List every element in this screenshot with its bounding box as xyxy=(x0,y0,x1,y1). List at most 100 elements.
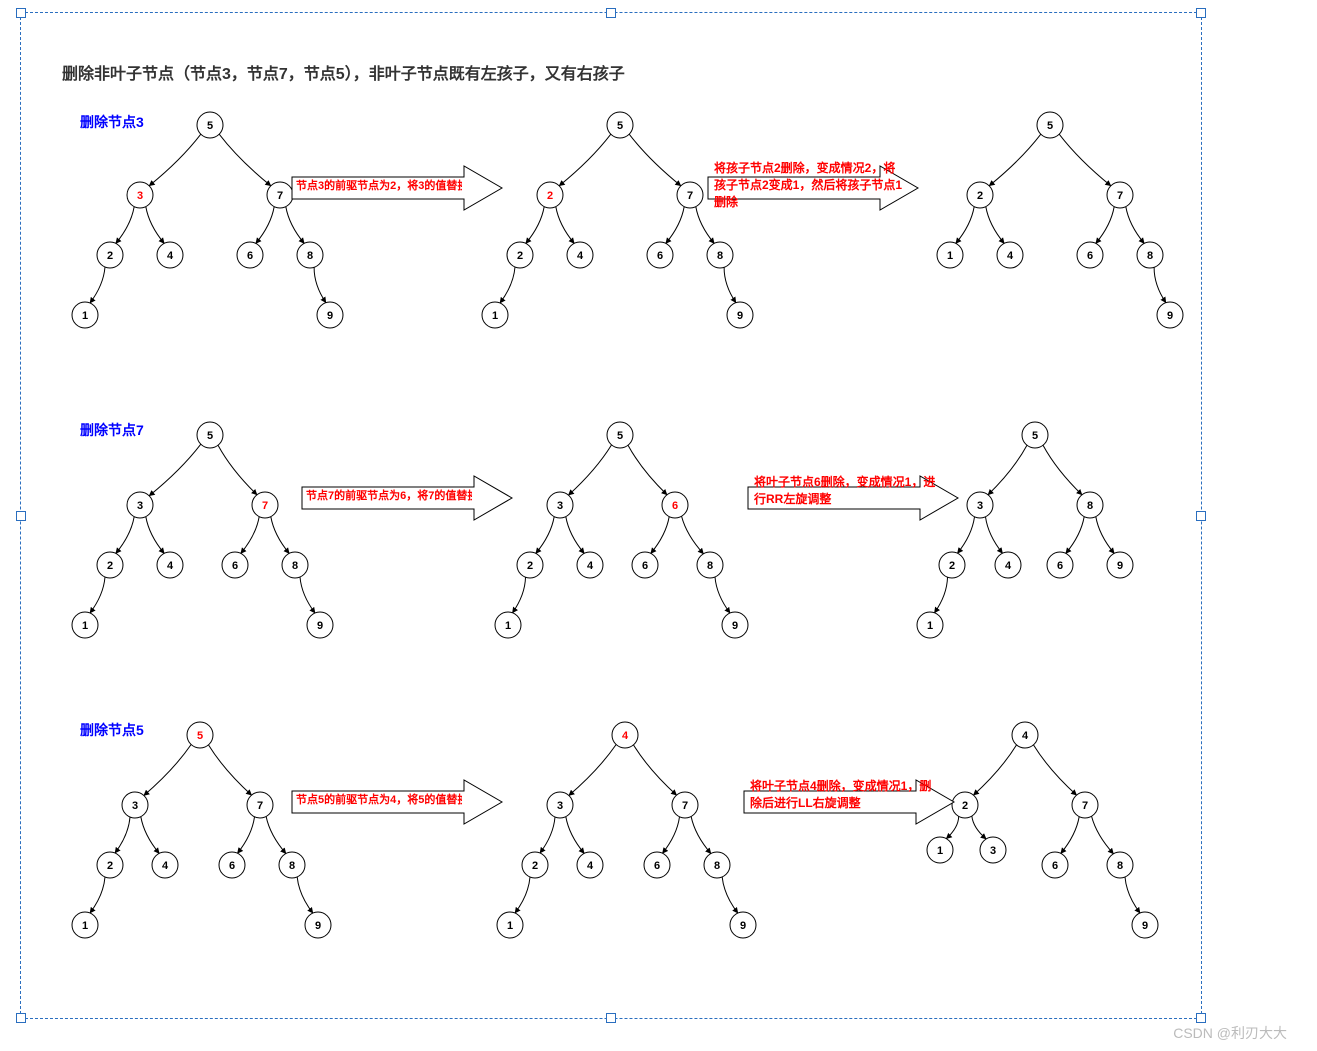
tree-node-label: 2 xyxy=(547,190,553,202)
tree-node-label: 9 xyxy=(317,620,323,632)
step-note: 节点5的前驱节点为4，将5的值替换为4 xyxy=(296,793,462,808)
diagram-canvas: 删除非叶子节点（节点3，节点7，节点5），非叶子节点既有左孩子，又有右孩子 CS… xyxy=(0,0,1317,1051)
tree-node-label: 6 xyxy=(672,500,678,512)
tree-node-label: 4 xyxy=(1005,560,1012,572)
tree-node-label: 1 xyxy=(947,250,953,262)
tree-node-label: 3 xyxy=(557,500,563,512)
tree-node-label: 6 xyxy=(1052,860,1058,872)
watermark: CSDN @利刃大大 xyxy=(1173,1023,1287,1043)
tree-node-label: 7 xyxy=(687,190,693,202)
resize-handle[interactable] xyxy=(606,1013,616,1023)
tree-node-label: 6 xyxy=(654,860,660,872)
tree-node-label: 3 xyxy=(137,500,143,512)
tree-node-label: 3 xyxy=(137,190,143,202)
tree-node-label: 8 xyxy=(307,250,313,262)
tree-node-label: 6 xyxy=(232,560,238,572)
tree-node-label: 5 xyxy=(207,120,213,132)
tree-node-label: 2 xyxy=(527,560,533,572)
tree-node-label: 7 xyxy=(1117,190,1123,202)
tree-node-label: 7 xyxy=(1082,800,1088,812)
tree-node-label: 4 xyxy=(587,860,594,872)
step-note: 将叶子节点6删除，变成情况1，进行RR左旋调整 xyxy=(754,474,944,508)
tree-node-label: 2 xyxy=(517,250,523,262)
tree-node-label: 9 xyxy=(737,310,743,322)
resize-handle[interactable] xyxy=(16,511,26,521)
tree-diagram: 5 3 6 2 4 6 8 1 9 xyxy=(490,420,790,660)
tree-node-label: 6 xyxy=(229,860,235,872)
page-title: 删除非叶子节点（节点3，节点7，节点5），非叶子节点既有左孩子，又有右孩子 xyxy=(62,60,625,84)
tree-node-label: 3 xyxy=(977,500,983,512)
resize-handle[interactable] xyxy=(16,1013,26,1023)
resize-handle[interactable] xyxy=(1196,1013,1206,1023)
tree-node-label: 8 xyxy=(714,860,720,872)
tree-node-label: 1 xyxy=(82,310,88,322)
tree-node-label: 9 xyxy=(327,310,333,322)
tree-node-label: 2 xyxy=(977,190,983,202)
tree-node-label: 9 xyxy=(1167,310,1173,322)
tree-node-label: 1 xyxy=(937,845,943,857)
tree-node-label: 7 xyxy=(262,500,268,512)
tree-node-label: 9 xyxy=(1117,560,1123,572)
tree-node-label: 1 xyxy=(505,620,511,632)
tree-node-label: 2 xyxy=(107,860,113,872)
tree-node-label: 9 xyxy=(732,620,738,632)
tree-node-label: 8 xyxy=(289,860,295,872)
tree-node-label: 3 xyxy=(132,800,138,812)
tree-node-label: 7 xyxy=(682,800,688,812)
tree-node-label: 4 xyxy=(167,560,174,572)
tree-node-label: 9 xyxy=(740,920,746,932)
tree-node-label: 3 xyxy=(557,800,563,812)
tree-node-label: 6 xyxy=(657,250,663,262)
tree-node-label: 8 xyxy=(707,560,713,572)
tree-node-label: 4 xyxy=(587,560,594,572)
resize-handle[interactable] xyxy=(1196,8,1206,18)
resize-handle[interactable] xyxy=(606,8,616,18)
tree-node-label: 1 xyxy=(507,920,513,932)
tree-diagram: 437246819 xyxy=(485,720,785,960)
tree-node-label: 1 xyxy=(927,620,933,632)
tree-node-label: 9 xyxy=(1142,920,1148,932)
tree-diagram: 5 3 7 2 4 6 8 1 9 xyxy=(60,420,360,660)
tree-diagram: 537246819 xyxy=(60,720,360,960)
tree-node-label: 5 xyxy=(207,430,213,442)
tree-diagram: 5 2 7 1 4 6 8 9 xyxy=(900,110,1200,350)
tree-diagram: 5 2 7 2 4 6 8 1 9 xyxy=(470,110,770,350)
resize-handle[interactable] xyxy=(16,8,26,18)
step-note: 将孩子节点2删除，变成情况2，将孩子节点2变成1，然后将孩子节点1删除 xyxy=(714,160,904,210)
step-note: 节点7的前驱节点为6，将7的值替换为6 xyxy=(306,489,472,504)
tree-node-label: 2 xyxy=(949,560,955,572)
tree-node-label: 6 xyxy=(1057,560,1063,572)
tree-node-label: 4 xyxy=(162,860,169,872)
tree-node-label: 2 xyxy=(107,250,113,262)
tree-node-label: 4 xyxy=(1007,250,1014,262)
tree-node-label: 5 xyxy=(197,730,203,742)
tree-diagram: 5 3 8 2 4 6 9 1 xyxy=(920,420,1220,660)
tree-node-label: 2 xyxy=(962,800,968,812)
tree-node-label: 8 xyxy=(1117,860,1123,872)
tree-node-label: 4 xyxy=(167,250,174,262)
tree-node-label: 5 xyxy=(617,430,623,442)
tree-node-label: 1 xyxy=(492,310,498,322)
tree-diagram: 4 2 7 1 3 6 8 9 xyxy=(925,720,1225,960)
step-note: 节点3的前驱节点为2，将3的值替换为2 xyxy=(296,179,462,194)
tree-node-label: 8 xyxy=(1087,500,1093,512)
tree-node-label: 5 xyxy=(617,120,623,132)
tree-node-label: 8 xyxy=(292,560,298,572)
tree-node-label: 9 xyxy=(315,920,321,932)
tree-node-label: 7 xyxy=(277,190,283,202)
tree-node-label: 3 xyxy=(990,845,996,857)
tree-diagram: 537246819 xyxy=(60,110,360,350)
tree-node-label: 5 xyxy=(1047,120,1053,132)
tree-node-label: 1 xyxy=(82,620,88,632)
tree-node-label: 4 xyxy=(577,250,584,262)
tree-node-label: 6 xyxy=(1087,250,1093,262)
tree-node-label: 1 xyxy=(82,920,88,932)
tree-node-label: 8 xyxy=(1147,250,1153,262)
tree-node-label: 5 xyxy=(1032,430,1038,442)
tree-node-label: 4 xyxy=(1022,730,1029,742)
tree-node-label: 6 xyxy=(642,560,648,572)
tree-node-label: 2 xyxy=(107,560,113,572)
step-note: 将叶子节点4删除，变成情况1，删除后进行LL右旋调整 xyxy=(750,778,940,812)
tree-node-label: 4 xyxy=(622,730,629,742)
tree-node-label: 8 xyxy=(717,250,723,262)
